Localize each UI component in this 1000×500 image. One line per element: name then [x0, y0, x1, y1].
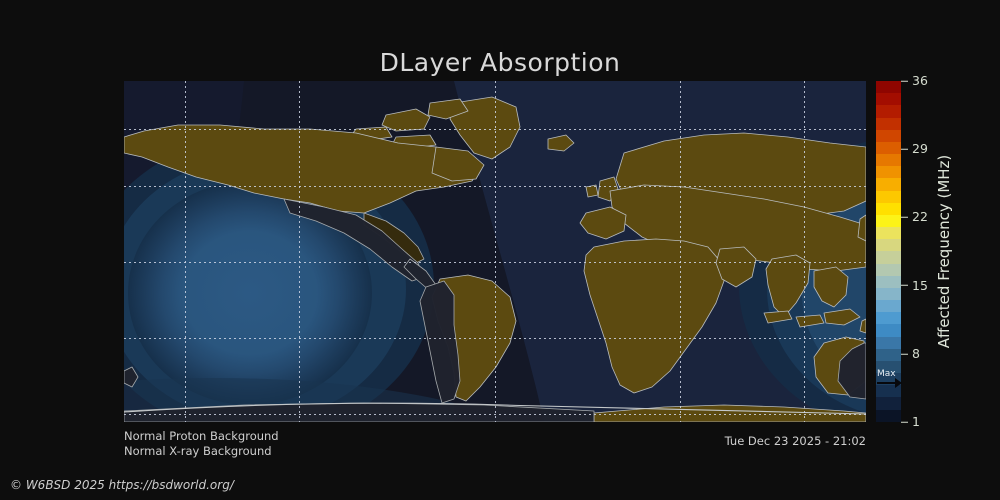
colorbar-segment	[876, 190, 901, 203]
colorbar-tick-label: 29	[912, 140, 928, 156]
colorbar-segment	[876, 300, 901, 313]
colorbar-segment	[876, 312, 901, 325]
colorbar	[876, 81, 901, 422]
colorbar-segment	[876, 93, 901, 106]
colorbar-segment	[876, 214, 901, 228]
colorbar-segment	[876, 287, 901, 301]
tick-dash-icon	[901, 80, 908, 82]
colorbar-tick-label: 15	[912, 277, 928, 293]
status-proton-background: Normal Proton Background	[124, 429, 279, 443]
colorbar-segment	[876, 385, 901, 398]
max-arrow-line	[877, 382, 897, 384]
colorbar-tick: 22	[901, 211, 928, 224]
colorbar-tick: 1	[901, 413, 920, 429]
colorbar-segment	[876, 409, 901, 422]
colorbar-tick: 36	[901, 72, 928, 88]
tick-dash-icon	[901, 285, 908, 287]
colorbar-segment	[876, 348, 901, 361]
colorbar-segment	[876, 178, 901, 191]
tick-dash-icon	[901, 148, 908, 150]
timestamp: Tue Dec 23 2025 - 21:02	[724, 434, 866, 448]
colorbar-tick-label: 22	[912, 209, 928, 225]
max-arrow-icon	[895, 378, 902, 388]
colorbar-segment	[876, 166, 901, 179]
colorbar-axis-label: Affected Frequency (MHz)	[935, 154, 953, 349]
colorbar-segment	[876, 105, 901, 118]
colorbar-tick: 8	[901, 345, 920, 361]
colorbar-max-marker: Max	[876, 370, 903, 390]
colorbar-tick: 15	[901, 279, 928, 292]
colorbar-segment	[876, 129, 901, 142]
colorbar-segment	[876, 251, 901, 264]
colorbar-segment	[876, 227, 901, 240]
tick-dash-icon	[901, 216, 908, 218]
colorbar-max-label: Max	[877, 369, 896, 379]
colorbar-segment	[876, 141, 901, 155]
colorbar-segment	[876, 81, 901, 94]
map-canvas	[124, 81, 866, 422]
tick-dash-icon	[901, 353, 908, 355]
colorbar-segment	[876, 336, 901, 349]
copyright-notice: © W6BSD 2025 https://bsdworld.org/	[10, 478, 234, 492]
page-title: DLayer Absorption	[379, 48, 621, 77]
tick-dash-icon	[901, 421, 908, 423]
status-messages: Normal Proton Background Normal X-ray Ba…	[124, 429, 279, 459]
colorbar-segment	[876, 324, 901, 337]
colorbar-tick-label: 8	[912, 345, 920, 361]
colorbar-segment	[876, 360, 901, 374]
colorbar-segment	[876, 117, 901, 130]
colorbar-segment	[876, 275, 901, 288]
colorbar-ticks: 1 8 15 22 29 36	[901, 74, 961, 427]
colorbar-segment	[876, 154, 901, 167]
colorbar-segment	[876, 397, 901, 410]
colorbar-segment	[876, 202, 901, 215]
colorbar-tick-label: 36	[912, 72, 928, 88]
colorbar-tick-label: 1	[912, 413, 920, 429]
colorbar-segment	[876, 239, 901, 252]
status-xray-background: Normal X-ray Background	[124, 444, 272, 458]
colorbar-segment	[876, 263, 901, 276]
colorbar-tick: 29	[901, 140, 928, 156]
world-map[interactable]	[124, 81, 866, 422]
